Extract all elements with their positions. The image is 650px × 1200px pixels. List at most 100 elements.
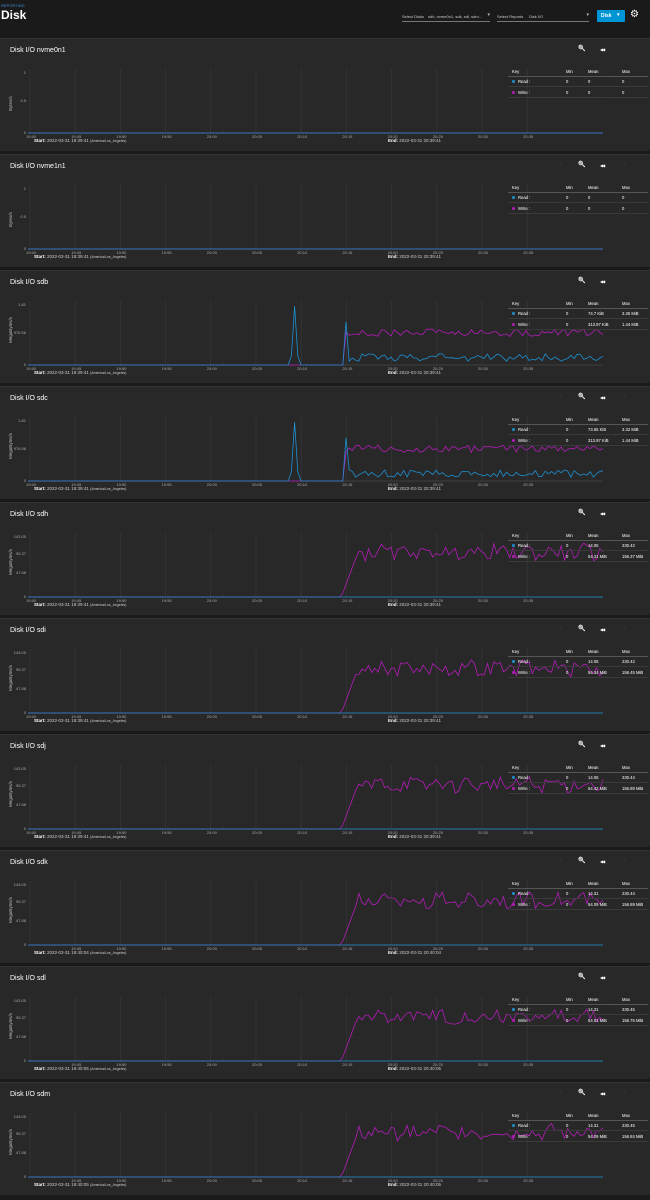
chevron-right-icon[interactable]: › bbox=[624, 393, 627, 400]
rewind-icon[interactable]: ◀◀ bbox=[600, 395, 605, 400]
timezone: (America/Los_Angeles) bbox=[90, 603, 127, 607]
x-tick-label: 19:55 bbox=[161, 1178, 172, 1183]
start-time: Start: 2022-03-31 19:40:04 (America/Los_… bbox=[34, 950, 126, 955]
read-min: 0 bbox=[566, 1123, 569, 1128]
legend-row-read: Read : 0 14.31 230.45 bbox=[508, 1006, 648, 1015]
end-value: 2022-03-31 20:39:41 bbox=[399, 370, 442, 375]
chevron-left-icon[interactable]: ‹ bbox=[560, 161, 563, 168]
chevron-right-icon[interactable]: › bbox=[624, 857, 627, 864]
read-series-line bbox=[28, 422, 604, 482]
read-max: 3.36 MiB bbox=[622, 311, 639, 316]
zoom-in-icon[interactable]: 🔍 bbox=[578, 510, 586, 516]
start-label: Start: bbox=[34, 486, 48, 491]
chevron-right-icon[interactable]: › bbox=[624, 509, 627, 516]
zoom-in-icon[interactable]: 🔍 bbox=[578, 1090, 586, 1096]
legend-header-mean: Mean bbox=[588, 301, 599, 306]
rewind-icon[interactable]: ◀◀ bbox=[600, 743, 605, 748]
y-tick-label: 47.68 bbox=[15, 1150, 26, 1155]
zoom-in-icon[interactable]: 🔍 bbox=[578, 394, 586, 400]
y-tick-label: 1 bbox=[23, 186, 26, 191]
start-label: Start: bbox=[34, 254, 48, 259]
chevron-left-icon[interactable]: ‹ bbox=[560, 393, 563, 400]
start-value: 2022-03-31 19:39:41 bbox=[47, 138, 91, 143]
chevron-left-icon[interactable]: ‹ bbox=[560, 857, 563, 864]
legend-header-min: Min bbox=[566, 417, 573, 422]
end-time: End: 2022-03-31 20:40:05 bbox=[388, 1182, 441, 1187]
x-tick-label: 20:20 bbox=[387, 250, 398, 255]
x-tick-label: 19:45 bbox=[71, 1178, 82, 1183]
end-time: End: 2022-03-31 20:40:04 bbox=[388, 950, 441, 955]
zoom-in-icon[interactable]: 🔍 bbox=[578, 858, 586, 864]
chevron-left-icon[interactable]: ‹ bbox=[560, 625, 563, 632]
write-min: 0 bbox=[566, 1018, 569, 1023]
rewind-icon[interactable]: ◀◀ bbox=[600, 627, 605, 632]
rewind-icon[interactable]: ◀◀ bbox=[600, 279, 605, 284]
chevron-left-icon[interactable]: ‹ bbox=[560, 45, 563, 52]
x-tick-label: 20:20 bbox=[387, 714, 398, 719]
start-label: Start: bbox=[34, 1182, 48, 1187]
x-tick-label: 20:15 bbox=[342, 482, 353, 487]
chevron-left-icon[interactable]: ‹ bbox=[560, 741, 563, 748]
x-tick-label: 20:05 bbox=[252, 1178, 263, 1183]
disk-menu-button[interactable]: Disk ▾ bbox=[597, 10, 625, 22]
timezone: (America/Los_Angeles) bbox=[90, 1067, 127, 1071]
rewind-icon[interactable]: ◀◀ bbox=[600, 975, 605, 980]
zoom-in-icon[interactable]: 🔍 bbox=[578, 162, 586, 168]
rewind-icon[interactable]: ◀◀ bbox=[600, 47, 605, 52]
legend-row-write: Write : 0 54.42 MiB 156.89 MiB bbox=[508, 785, 648, 794]
rewind-icon[interactable]: ◀◀ bbox=[600, 163, 605, 168]
legend-header-max: Max bbox=[622, 765, 630, 770]
read-dot-icon bbox=[512, 312, 515, 315]
read-mean: 0 bbox=[588, 195, 591, 200]
legend-header: Key Min Mean Max bbox=[508, 1112, 648, 1121]
legend-row-read: Read : 0 73.65 KiB 3.32 MiB bbox=[508, 426, 648, 435]
x-tick-label: 19:45 bbox=[71, 830, 82, 835]
select-disks-dropdown[interactable]: Select Disks sdh, nvme0n1, sdk, sdl, sdm… bbox=[402, 11, 490, 22]
x-tick-label: 19:50 bbox=[116, 946, 127, 951]
y-tick-label: 1.81 bbox=[18, 302, 26, 307]
chevron-left-icon[interactable]: ‹ bbox=[560, 509, 563, 516]
chart-title: Disk I/O sdc bbox=[10, 395, 48, 402]
chevron-right-icon[interactable]: › bbox=[624, 1089, 627, 1096]
write-dot-icon bbox=[512, 207, 515, 210]
zoom-in-icon[interactable]: 🔍 bbox=[578, 974, 586, 980]
end-label: End: bbox=[388, 370, 400, 375]
plot-area bbox=[28, 881, 604, 946]
breadcrumb[interactable]: REPORTING bbox=[1, 3, 25, 8]
chevron-right-icon[interactable]: › bbox=[624, 45, 627, 52]
write-dot-icon bbox=[512, 323, 515, 326]
zoom-in-icon[interactable]: 🔍 bbox=[578, 278, 586, 284]
chevron-right-icon[interactable]: › bbox=[624, 741, 627, 748]
chart-title: Disk I/O sdm bbox=[10, 1091, 51, 1098]
write-mean: 54.34 MiB bbox=[588, 670, 607, 675]
zoom-in-icon[interactable]: 🔍 bbox=[578, 626, 586, 632]
end-label: End: bbox=[388, 1066, 400, 1071]
select-reports-dropdown[interactable]: Select Reports Disk I/O ▾ bbox=[497, 11, 589, 22]
chart-card: Disk I/O sdi ‹ 🔍 ◀◀ › MegaBytes/s 19:40 19:45 19… bbox=[0, 618, 650, 731]
write-label: Write : bbox=[518, 1134, 531, 1139]
rewind-icon[interactable]: ◀◀ bbox=[600, 511, 605, 516]
chevron-right-icon[interactable]: › bbox=[624, 973, 627, 980]
plot-area bbox=[28, 533, 604, 598]
y-tick-label: 95.37 bbox=[15, 899, 26, 904]
rewind-icon[interactable]: ◀◀ bbox=[600, 1091, 605, 1096]
read-max: 230.44 bbox=[622, 891, 635, 896]
y-tick-label: 976.56 bbox=[13, 330, 26, 335]
chevron-left-icon[interactable]: ‹ bbox=[560, 1089, 563, 1096]
select-reports-label: Select Reports bbox=[497, 14, 524, 19]
chevron-right-icon[interactable]: › bbox=[624, 161, 627, 168]
x-tick-label: 19:55 bbox=[161, 482, 172, 487]
chevron-right-icon[interactable]: › bbox=[624, 625, 627, 632]
read-min: 0 bbox=[566, 79, 569, 84]
x-tick-label: 20:05 bbox=[252, 946, 263, 951]
zoom-in-icon[interactable]: 🔍 bbox=[578, 46, 586, 52]
chevron-left-icon[interactable]: ‹ bbox=[560, 277, 563, 284]
y-tick-label: 143.05 bbox=[13, 882, 26, 887]
zoom-in-icon[interactable]: 🔍 bbox=[578, 742, 586, 748]
chevron-right-icon[interactable]: › bbox=[624, 277, 627, 284]
x-tick-label: 19:45 bbox=[71, 134, 82, 139]
chevron-left-icon[interactable]: ‹ bbox=[560, 973, 563, 980]
chart-card: Disk I/O sdh ‹ 🔍 ◀◀ › MegaBytes/s 19:40 19:45 19… bbox=[0, 502, 650, 615]
gear-icon[interactable]: ⚙ bbox=[630, 9, 639, 20]
rewind-icon[interactable]: ◀◀ bbox=[600, 859, 605, 864]
